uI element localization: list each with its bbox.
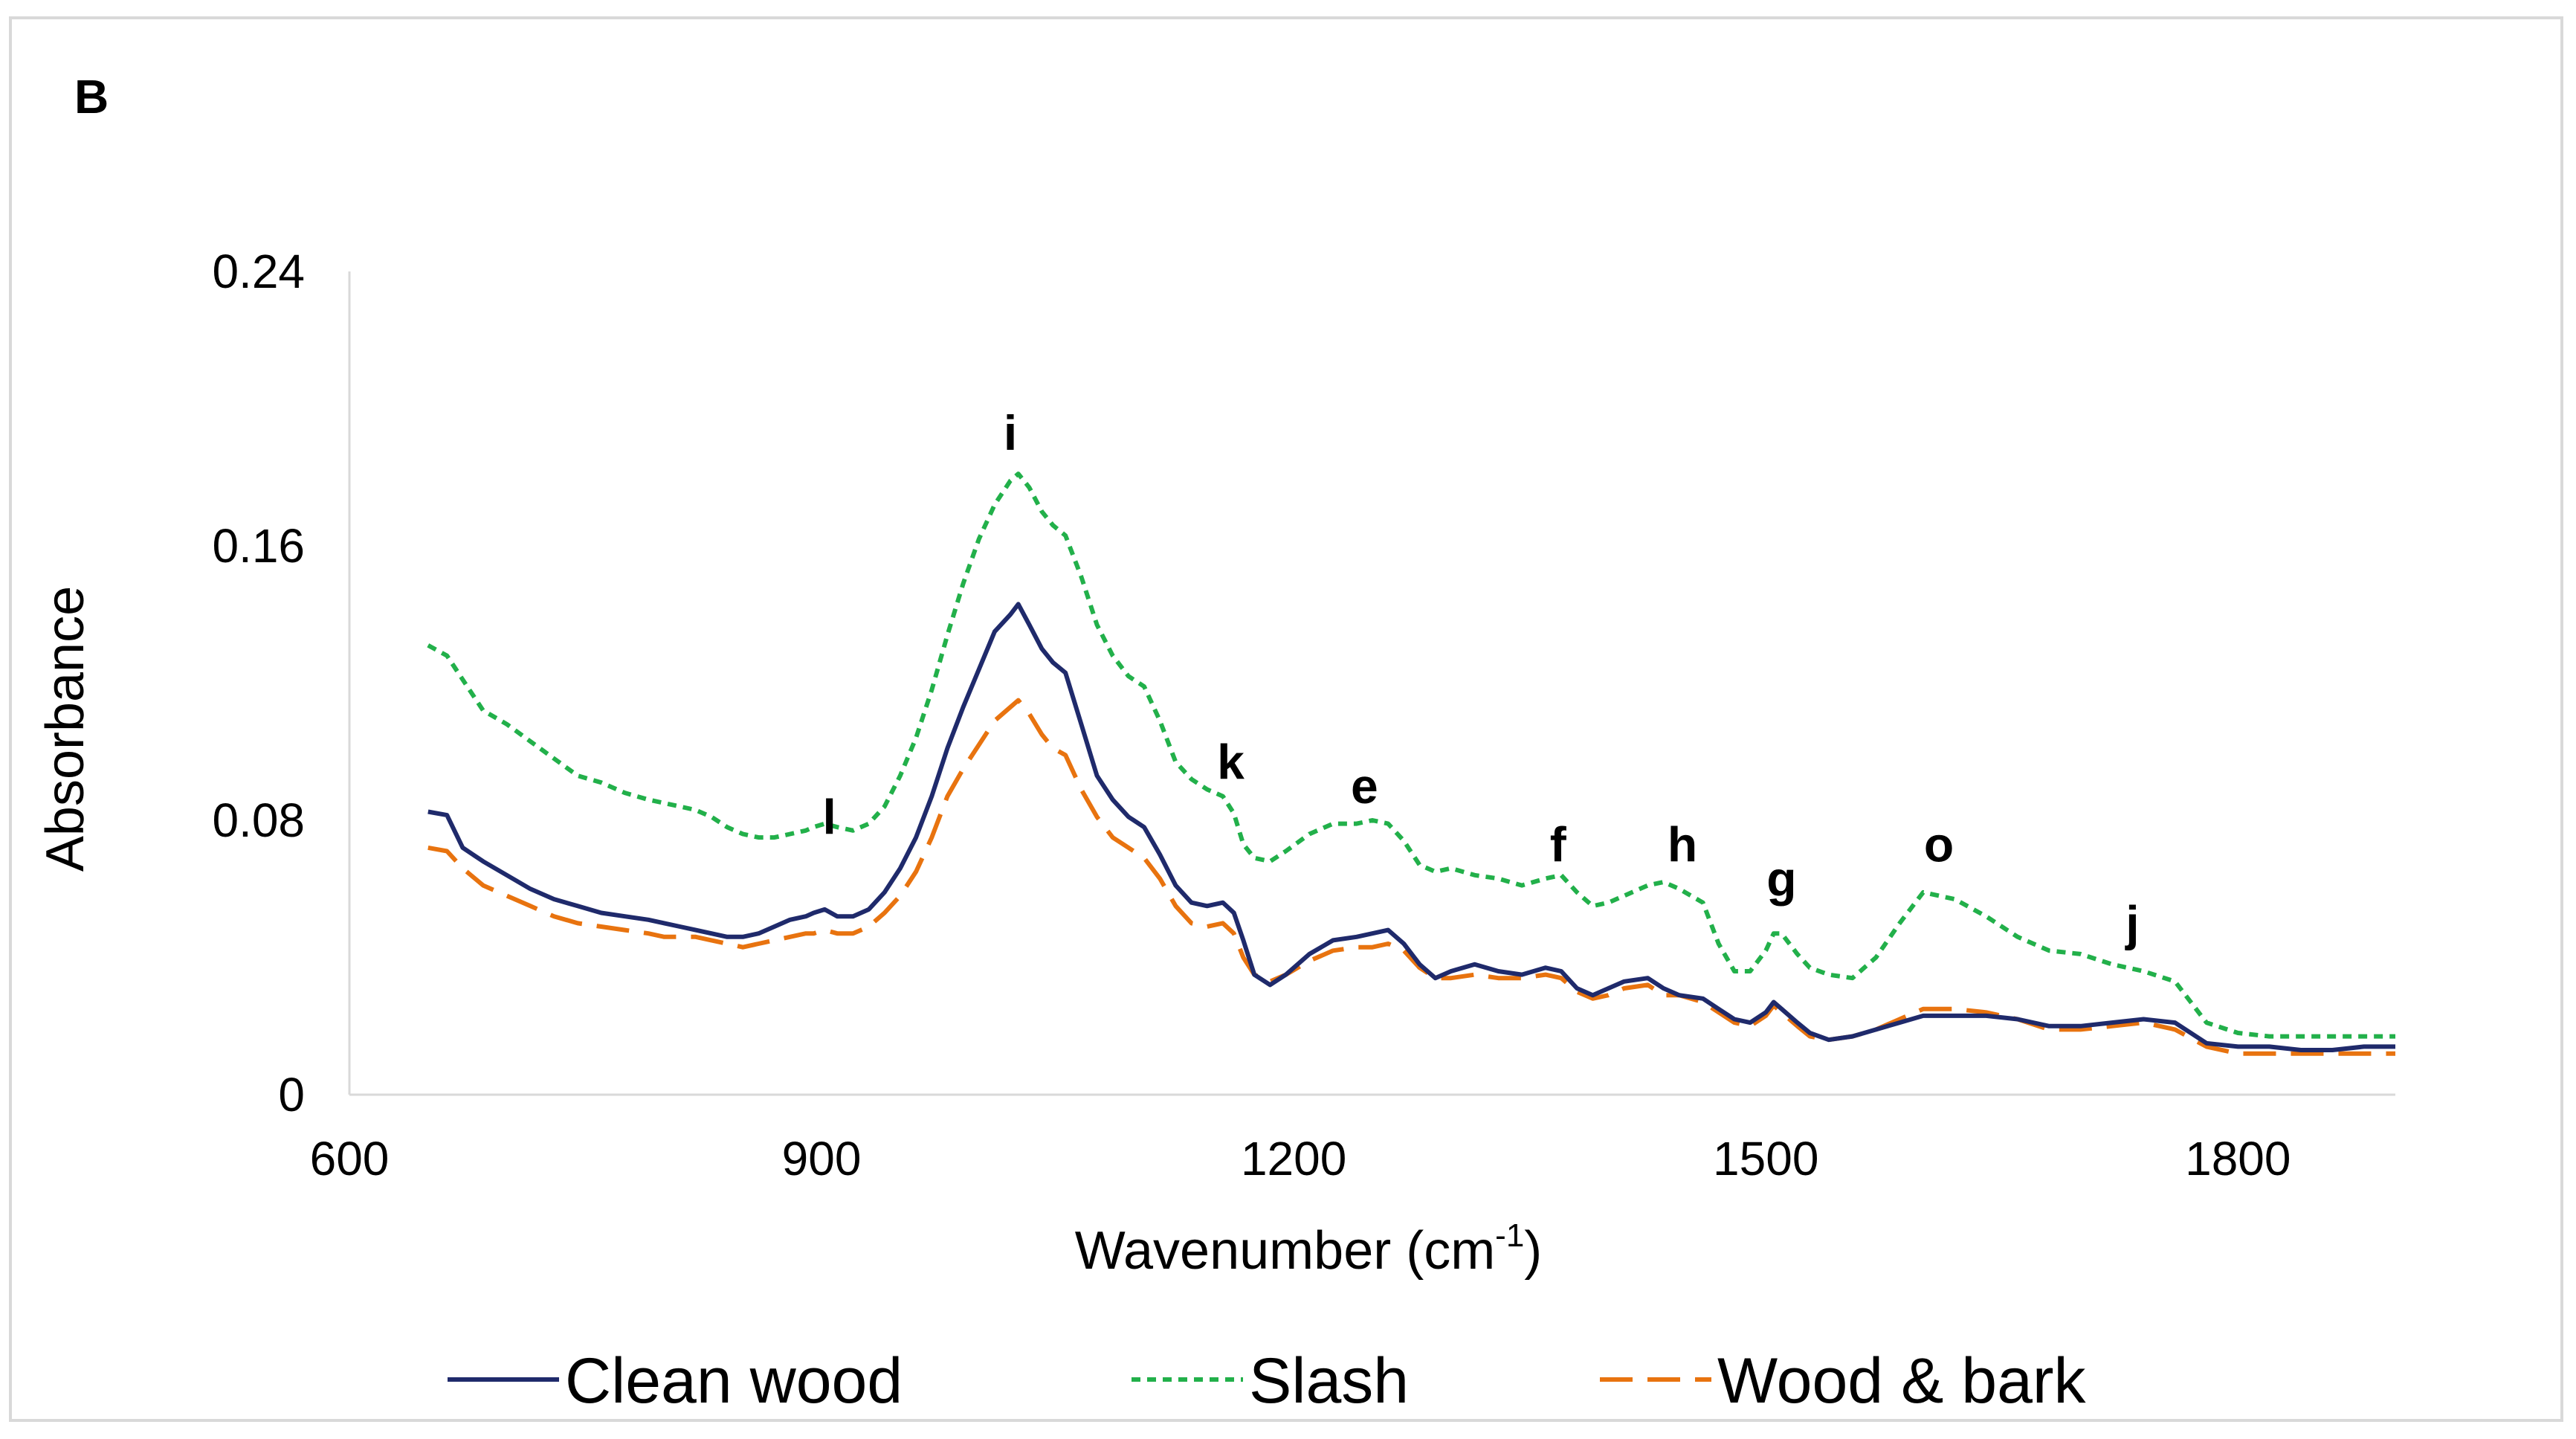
annotation-label: g bbox=[1766, 851, 1796, 906]
chart-border bbox=[9, 16, 2563, 1422]
y-tick-label: 0.16 bbox=[212, 519, 305, 573]
annotation-label: o bbox=[1924, 817, 1954, 872]
legend-label: Wood & bark bbox=[1717, 1345, 2087, 1417]
x-tick-label: 900 bbox=[782, 1132, 862, 1185]
y-tick-label: 0.08 bbox=[212, 793, 305, 847]
x-tick-label: 1200 bbox=[1241, 1132, 1346, 1185]
legend-label: Clean wood bbox=[565, 1345, 903, 1417]
legend-item: Slash bbox=[1132, 1345, 1409, 1417]
x-axis-title: Wavenumber (cm-1) bbox=[1075, 1217, 1543, 1281]
annotation-label: f bbox=[1550, 817, 1567, 872]
legend-label: Slash bbox=[1249, 1345, 1409, 1417]
y-tick-labels: 0 0.08 0.16 0.24 bbox=[212, 245, 305, 1121]
annotation-label: k bbox=[1217, 735, 1245, 790]
annotation-label: l bbox=[822, 789, 836, 844]
annotation-label: i bbox=[1004, 405, 1017, 460]
panel-label: B bbox=[74, 70, 109, 123]
x-axis-title-main: Wavenumber (cm bbox=[1075, 1221, 1495, 1281]
x-tick-labels: 600 900 1200 1500 1800 bbox=[310, 1132, 2291, 1185]
annotation-label: h bbox=[1668, 817, 1697, 872]
x-tick-label: 1800 bbox=[2185, 1132, 2291, 1185]
x-tick-label: 1500 bbox=[1713, 1132, 1818, 1185]
x-axis-title-superscript: -1 bbox=[1495, 1217, 1524, 1254]
series-lines bbox=[427, 471, 2395, 1056]
legend: Clean wood Slash Wood & bark bbox=[448, 1345, 2087, 1417]
x-tick-label: 600 bbox=[310, 1132, 390, 1185]
y-tick-label: 0 bbox=[278, 1068, 305, 1121]
legend-item: Wood & bark bbox=[1600, 1345, 2087, 1417]
annotation-label: e bbox=[1351, 759, 1378, 814]
y-axis-title: Absorbance bbox=[36, 586, 95, 872]
x-axis-title-tail: ) bbox=[1524, 1221, 1542, 1281]
legend-item: Clean wood bbox=[448, 1345, 903, 1417]
y-tick-label: 0.24 bbox=[212, 245, 305, 298]
series-line-clean-wood bbox=[427, 602, 2395, 1052]
annotation-label: j bbox=[2124, 895, 2139, 950]
peak-annotations: l i k e f h g o j bbox=[822, 405, 2139, 951]
